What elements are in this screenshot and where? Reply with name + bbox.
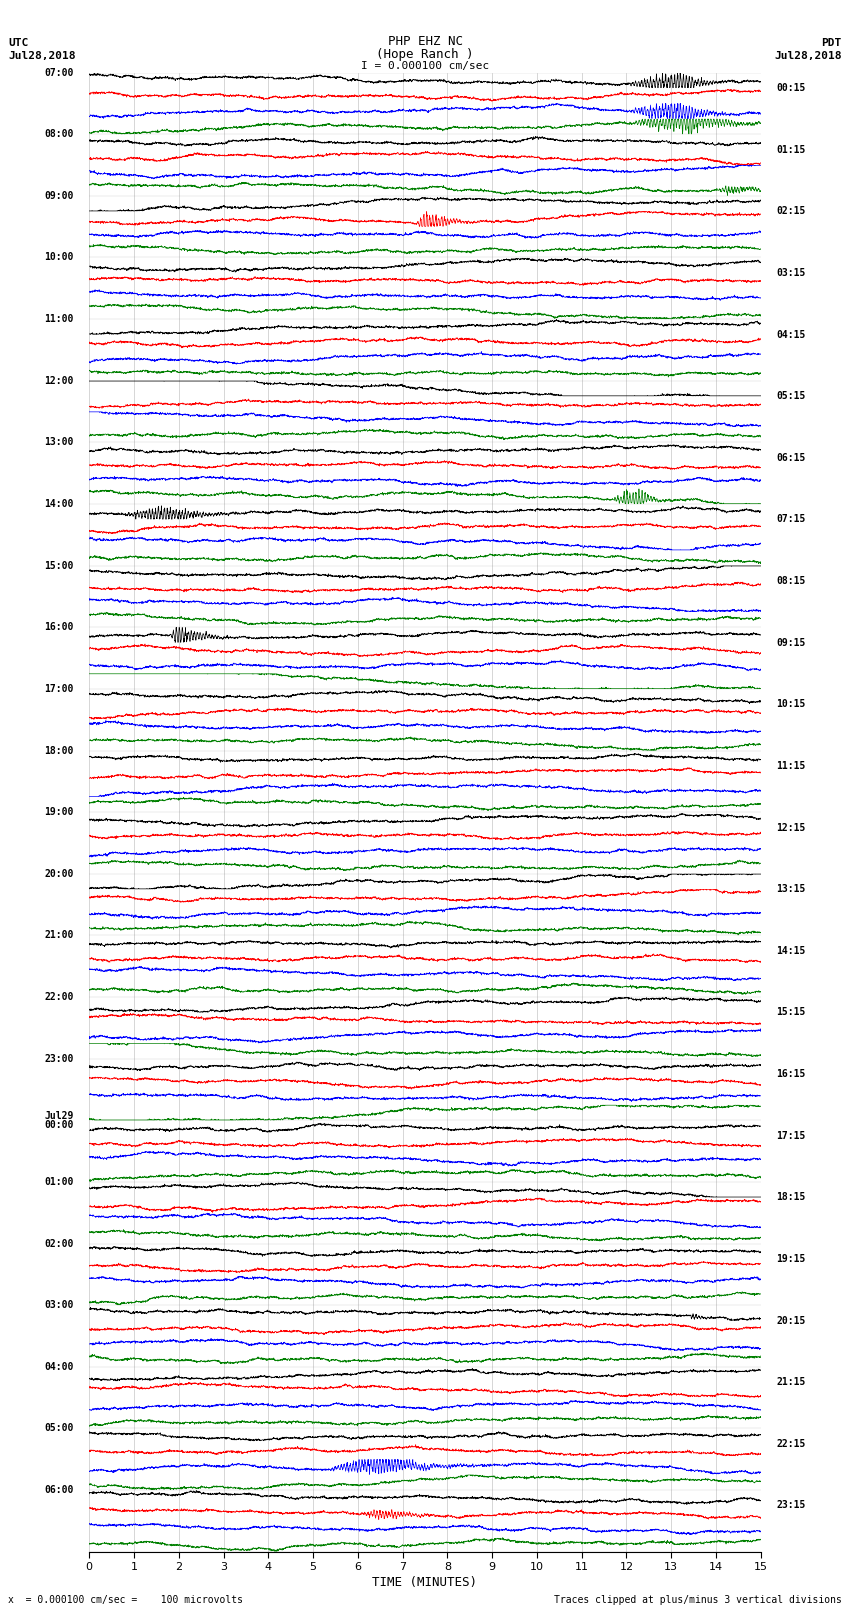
- Text: 18:00: 18:00: [44, 745, 74, 755]
- Text: 06:00: 06:00: [44, 1486, 74, 1495]
- Text: Jul28,2018: Jul28,2018: [8, 52, 76, 61]
- Text: 13:15: 13:15: [776, 884, 806, 894]
- Text: 04:00: 04:00: [44, 1361, 74, 1371]
- Text: 10:00: 10:00: [44, 253, 74, 263]
- Text: 10:15: 10:15: [776, 700, 806, 710]
- Text: (Hope Ranch ): (Hope Ranch ): [377, 48, 473, 61]
- Text: PHP EHZ NC: PHP EHZ NC: [388, 35, 462, 48]
- Text: 07:00: 07:00: [44, 68, 74, 77]
- Text: I = 0.000100 cm/sec: I = 0.000100 cm/sec: [361, 61, 489, 71]
- Text: 16:15: 16:15: [776, 1069, 806, 1079]
- Text: 08:15: 08:15: [776, 576, 806, 586]
- Text: 00:15: 00:15: [776, 82, 806, 94]
- Text: 22:15: 22:15: [776, 1439, 806, 1448]
- Text: 09:15: 09:15: [776, 637, 806, 648]
- Text: 07:15: 07:15: [776, 515, 806, 524]
- Text: 18:15: 18:15: [776, 1192, 806, 1202]
- Text: 15:15: 15:15: [776, 1008, 806, 1018]
- Text: 23:00: 23:00: [44, 1053, 74, 1063]
- Text: 03:15: 03:15: [776, 268, 806, 277]
- Text: Traces clipped at plus/minus 3 vertical divisions: Traces clipped at plus/minus 3 vertical …: [553, 1595, 842, 1605]
- Text: 21:15: 21:15: [776, 1378, 806, 1387]
- Text: 12:15: 12:15: [776, 823, 806, 832]
- Text: 06:15: 06:15: [776, 453, 806, 463]
- Text: PDT: PDT: [821, 39, 842, 48]
- X-axis label: TIME (MINUTES): TIME (MINUTES): [372, 1576, 478, 1589]
- Text: 17:00: 17:00: [44, 684, 74, 694]
- Text: x  = 0.000100 cm/sec =    100 microvolts: x = 0.000100 cm/sec = 100 microvolts: [8, 1595, 243, 1605]
- Text: 23:15: 23:15: [776, 1500, 806, 1510]
- Text: Jul29: Jul29: [44, 1111, 74, 1121]
- Text: 08:00: 08:00: [44, 129, 74, 139]
- Text: 05:15: 05:15: [776, 390, 806, 402]
- Text: 01:15: 01:15: [776, 145, 806, 155]
- Text: 02:00: 02:00: [44, 1239, 74, 1248]
- Text: 14:00: 14:00: [44, 498, 74, 510]
- Text: 05:00: 05:00: [44, 1423, 74, 1434]
- Text: 09:00: 09:00: [44, 190, 74, 202]
- Text: 20:00: 20:00: [44, 869, 74, 879]
- Text: 21:00: 21:00: [44, 931, 74, 940]
- Text: 04:15: 04:15: [776, 329, 806, 339]
- Text: 15:00: 15:00: [44, 561, 74, 571]
- Text: 22:00: 22:00: [44, 992, 74, 1002]
- Text: 19:00: 19:00: [44, 806, 74, 818]
- Text: 00:00: 00:00: [44, 1119, 74, 1131]
- Text: 02:15: 02:15: [776, 206, 806, 216]
- Text: 19:15: 19:15: [776, 1253, 806, 1265]
- Text: 11:00: 11:00: [44, 315, 74, 324]
- Text: 13:00: 13:00: [44, 437, 74, 447]
- Text: 16:00: 16:00: [44, 623, 74, 632]
- Text: 01:00: 01:00: [44, 1177, 74, 1187]
- Text: Jul28,2018: Jul28,2018: [774, 52, 842, 61]
- Text: 12:00: 12:00: [44, 376, 74, 386]
- Text: UTC: UTC: [8, 39, 29, 48]
- Text: 11:15: 11:15: [776, 761, 806, 771]
- Text: 14:15: 14:15: [776, 945, 806, 957]
- Text: 17:15: 17:15: [776, 1131, 806, 1140]
- Text: 20:15: 20:15: [776, 1316, 806, 1326]
- Text: 03:00: 03:00: [44, 1300, 74, 1310]
